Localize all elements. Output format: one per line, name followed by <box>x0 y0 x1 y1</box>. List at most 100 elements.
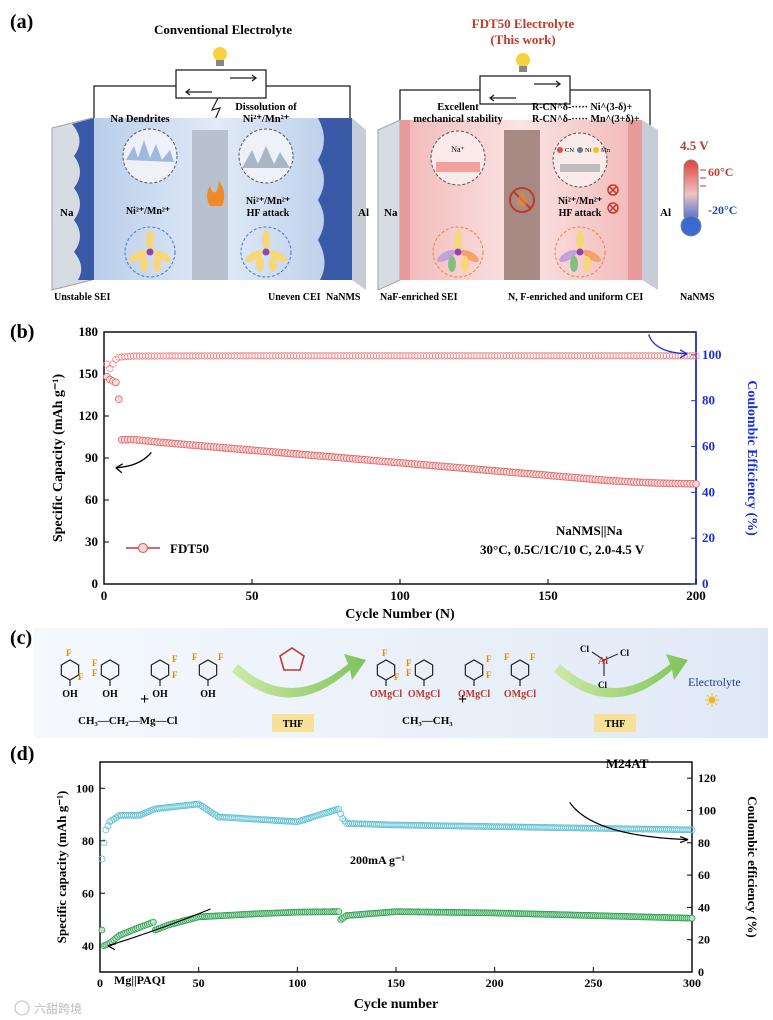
d-capacity-arrow-head <box>107 943 117 951</box>
dissolution-caption-2: Ni²⁺/Mn²⁺ <box>243 114 290 125</box>
b-ce-point <box>298 352 306 360</box>
cl-atom-label-2: Cl <box>620 648 629 658</box>
chart-b: 0 50 100 150 2000306090120150180020406080100… <box>51 324 759 622</box>
d-ce-point <box>688 826 696 834</box>
b-ce-point <box>248 352 256 360</box>
b-ce-point <box>399 352 407 360</box>
b-ce-point <box>491 352 499 360</box>
b-y-tick-label: 120 <box>79 408 99 423</box>
b-ce-point <box>230 352 238 360</box>
panel-a: (a) Conventional Electrolyte Na Al Na De… <box>10 11 737 303</box>
aryloxide-3-f-label: F <box>486 654 492 664</box>
rcn-label-1: R-CN^δ-····· Ni^(3-δ)+ <box>532 102 632 113</box>
d-ce-point <box>98 855 106 863</box>
solvation-right-2 <box>554 226 606 278</box>
b-ce-point <box>689 352 697 360</box>
b-ce-point <box>550 352 558 360</box>
b-ce-point <box>449 352 457 360</box>
electrolyte-product: Electrolyte <box>688 675 741 689</box>
stability-zoom-circle <box>430 130 486 186</box>
aryloxide-2-f-label: F <box>406 668 412 678</box>
bulb-icon-right <box>516 53 530 72</box>
b-ce-point <box>384 352 392 360</box>
b-ce-point <box>340 352 348 360</box>
solvation-left-2 <box>240 226 292 278</box>
b-ce-point <box>535 352 543 360</box>
b-ce-point <box>281 352 289 360</box>
nanms-label-right: NaNMS <box>680 292 715 303</box>
b-ce-point <box>156 352 164 360</box>
phenol-1-f-label: F <box>78 672 84 682</box>
b-ce-point <box>393 352 401 360</box>
b-ce-point <box>508 352 517 360</box>
b-y-tick-label: 180 <box>79 324 99 339</box>
voltage-label: 4.5 V <box>680 138 709 153</box>
phenol-4-o-label: OH <box>200 689 216 700</box>
b-ce-point <box>283 352 292 360</box>
legend-ni: Ni <box>585 147 592 154</box>
d-ce-point <box>337 810 345 818</box>
b-ce-point <box>597 352 605 360</box>
b-ce-point <box>343 352 351 360</box>
b-ce-point <box>662 352 670 360</box>
sei-label-left: Unstable SEI <box>54 292 111 303</box>
b-capacity-point <box>692 480 700 488</box>
d-capacity-point <box>335 908 343 916</box>
b-ce-point <box>517 352 525 360</box>
b-ce-point <box>133 352 141 360</box>
phenol-3-f-label: F <box>172 670 178 680</box>
fdt50-cell: FDT50 Electrolyte (This work) Na Al Exce… <box>377 16 715 303</box>
b-ce-point <box>556 352 564 360</box>
watermark-text: 六甜跨境 <box>34 1001 82 1016</box>
b-ce-point <box>423 352 431 360</box>
ion-label-left: Ni²⁺/Mn²⁺ <box>126 206 170 217</box>
b-x-axis-label: Cycle Number (N) <box>345 607 455 622</box>
b-ce-point <box>260 352 268 360</box>
chart-d: 0 50 100 150 200 250 300 40 60 80 100 0 20 40 60 80 100 1… <box>54 761 760 1012</box>
panel-d: (d) 0 50 100 150 200 250 300 40 60 80 100 0 20 40 60 80… <box>10 743 760 1012</box>
hf-label-left-2: HF attack <box>247 208 290 219</box>
na-label-right: Na <box>384 207 398 219</box>
b-ce-point <box>405 352 413 360</box>
aryloxide-1-o-label: OMgCl <box>370 689 402 700</box>
right-title-2: (This work) <box>490 32 555 47</box>
d-ce-point <box>684 826 692 834</box>
d-capacity-point <box>149 918 157 926</box>
b-ce-point <box>375 352 383 360</box>
b-ce-point <box>559 352 567 360</box>
b-ce-point <box>600 352 608 360</box>
aryloxide-4-f-label: F <box>530 652 536 662</box>
d-y2-tick-label: 80 <box>698 836 710 850</box>
aryloxide-4-o-label: OMgCl <box>504 689 536 700</box>
b-ce-point <box>192 352 200 360</box>
b-ce-point <box>476 352 484 360</box>
b-ce-point <box>180 352 188 360</box>
b-ce-point <box>331 352 339 360</box>
aryloxide-4-f-label: F <box>504 652 510 662</box>
nanms-label-left: NaNMS <box>326 292 361 303</box>
b-y2-tick-label: 40 <box>702 484 715 499</box>
d-annotation-system: Mg||PAQI <box>114 973 166 987</box>
d-y2-axis-label: Coulombic efficiency (%) <box>745 796 760 938</box>
b-ce-point <box>195 352 203 360</box>
reaction-plus-2: + <box>458 691 467 708</box>
b-y2-tick-label: 0 <box>702 576 709 591</box>
b-ce-point <box>171 352 179 360</box>
d-y2-tick-label: 60 <box>698 868 710 882</box>
b-ce-point <box>411 352 419 360</box>
b-ce-point <box>144 352 152 360</box>
thf-label-box-1 <box>272 714 314 732</box>
b-ce-point <box>606 352 614 360</box>
b-ce-point <box>479 352 487 360</box>
b-ce-point <box>369 352 377 360</box>
b-ce-point <box>414 352 422 360</box>
rcn-label-2: R-CN^δ-····· Mn^(3+δ)+ <box>532 114 640 125</box>
cathode-left <box>318 118 352 280</box>
b-y2-axis-label: Coulombic Efficiency (%) <box>744 380 759 536</box>
thf-label-2: THF <box>605 719 626 730</box>
b-ce-point <box>692 352 700 360</box>
b-capacity-point <box>112 378 120 387</box>
ethane-byproduct: CH₃—CH₃ <box>402 715 453 727</box>
b-ce-point <box>316 352 324 360</box>
